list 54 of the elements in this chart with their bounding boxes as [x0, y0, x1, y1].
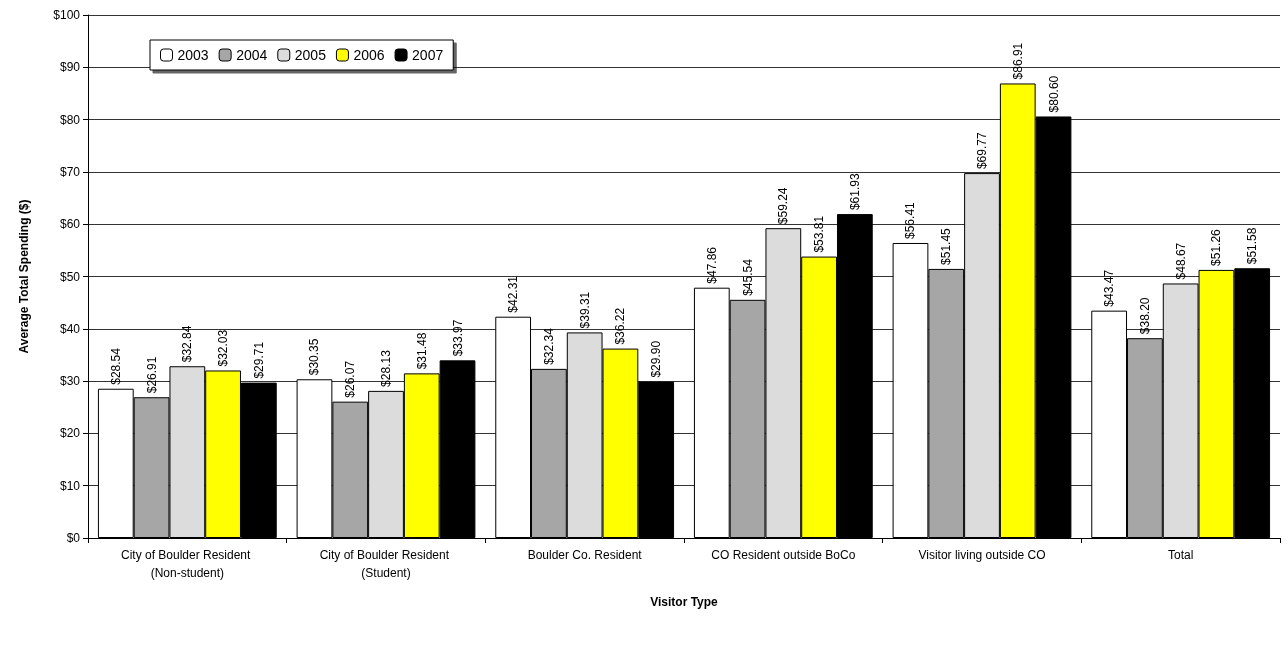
- data-label: $28.54: [108, 347, 123, 385]
- y-tick-label: $10: [59, 478, 81, 493]
- data-label: $61.93: [847, 173, 862, 211]
- y-tick-label: $20: [59, 426, 81, 441]
- y-tick-label: $60: [59, 217, 81, 232]
- y-tick-label: $50: [59, 269, 81, 284]
- data-label: $30.35: [307, 338, 322, 376]
- data-label: $53.81: [812, 215, 827, 253]
- y-tick-label: $70: [59, 164, 81, 179]
- y-axis-title: Average Total Spending ($): [17, 199, 31, 354]
- data-label: $51.45: [939, 227, 954, 265]
- y-tick-label: $30: [59, 374, 81, 389]
- data-label: $51.58: [1245, 227, 1260, 265]
- x-tick-label: City of Boulder Resident (Student): [319, 548, 453, 580]
- legend-label: 2005: [294, 47, 327, 63]
- data-label: $59.24: [776, 187, 791, 225]
- data-label: $28.13: [379, 349, 393, 387]
- data-label: $32.34: [541, 327, 556, 365]
- y-tick-label: $100: [53, 8, 81, 22]
- data-label: $69.77: [975, 132, 989, 170]
- data-label: $29.90: [649, 340, 664, 378]
- y-tick-label: $0: [66, 531, 81, 545]
- data-label: $80.60: [1046, 75, 1061, 113]
- data-label: $56.41: [903, 201, 918, 239]
- x-tick-label: Visitor living outside CO: [918, 548, 1046, 562]
- data-label: $26.91: [144, 356, 159, 394]
- data-label: $33.97: [450, 319, 465, 357]
- legend-label: 2006: [353, 47, 385, 63]
- data-label: $42.31: [506, 275, 521, 313]
- data-label: $31.48: [414, 332, 429, 370]
- data-label: $48.67: [1173, 242, 1188, 280]
- x-tick-label: CO Resident outside BoCo: [711, 548, 856, 562]
- data-label: $38.20: [1137, 297, 1152, 335]
- data-label: $26.07: [343, 360, 358, 398]
- data-label: $51.26: [1209, 228, 1224, 266]
- data-label: $32.03: [216, 329, 231, 367]
- legend-label: 2003: [177, 47, 209, 63]
- data-label: $47.86: [704, 246, 719, 284]
- data-label: $86.91: [1010, 42, 1025, 80]
- x-axis-title: Visitor Type: [650, 595, 719, 609]
- y-tick-label: $80: [59, 112, 81, 127]
- data-label: $39.31: [577, 291, 592, 329]
- x-tick-label: Total: [1167, 548, 1194, 562]
- data-label: $29.71: [251, 341, 266, 379]
- y-tick-label: $90: [59, 60, 81, 75]
- data-label: $45.54: [740, 258, 755, 296]
- legend-label: 2004: [236, 47, 268, 63]
- data-label: $43.47: [1102, 269, 1117, 307]
- data-label: $36.22: [613, 307, 628, 345]
- data-label: $32.84: [180, 325, 195, 363]
- legend-label: 2007: [412, 47, 444, 63]
- y-tick-label: $40: [59, 321, 81, 336]
- x-tick-label: City of Boulder Resident (Non-student): [120, 548, 254, 580]
- x-tick-label: Boulder Co. Resident: [527, 548, 643, 562]
